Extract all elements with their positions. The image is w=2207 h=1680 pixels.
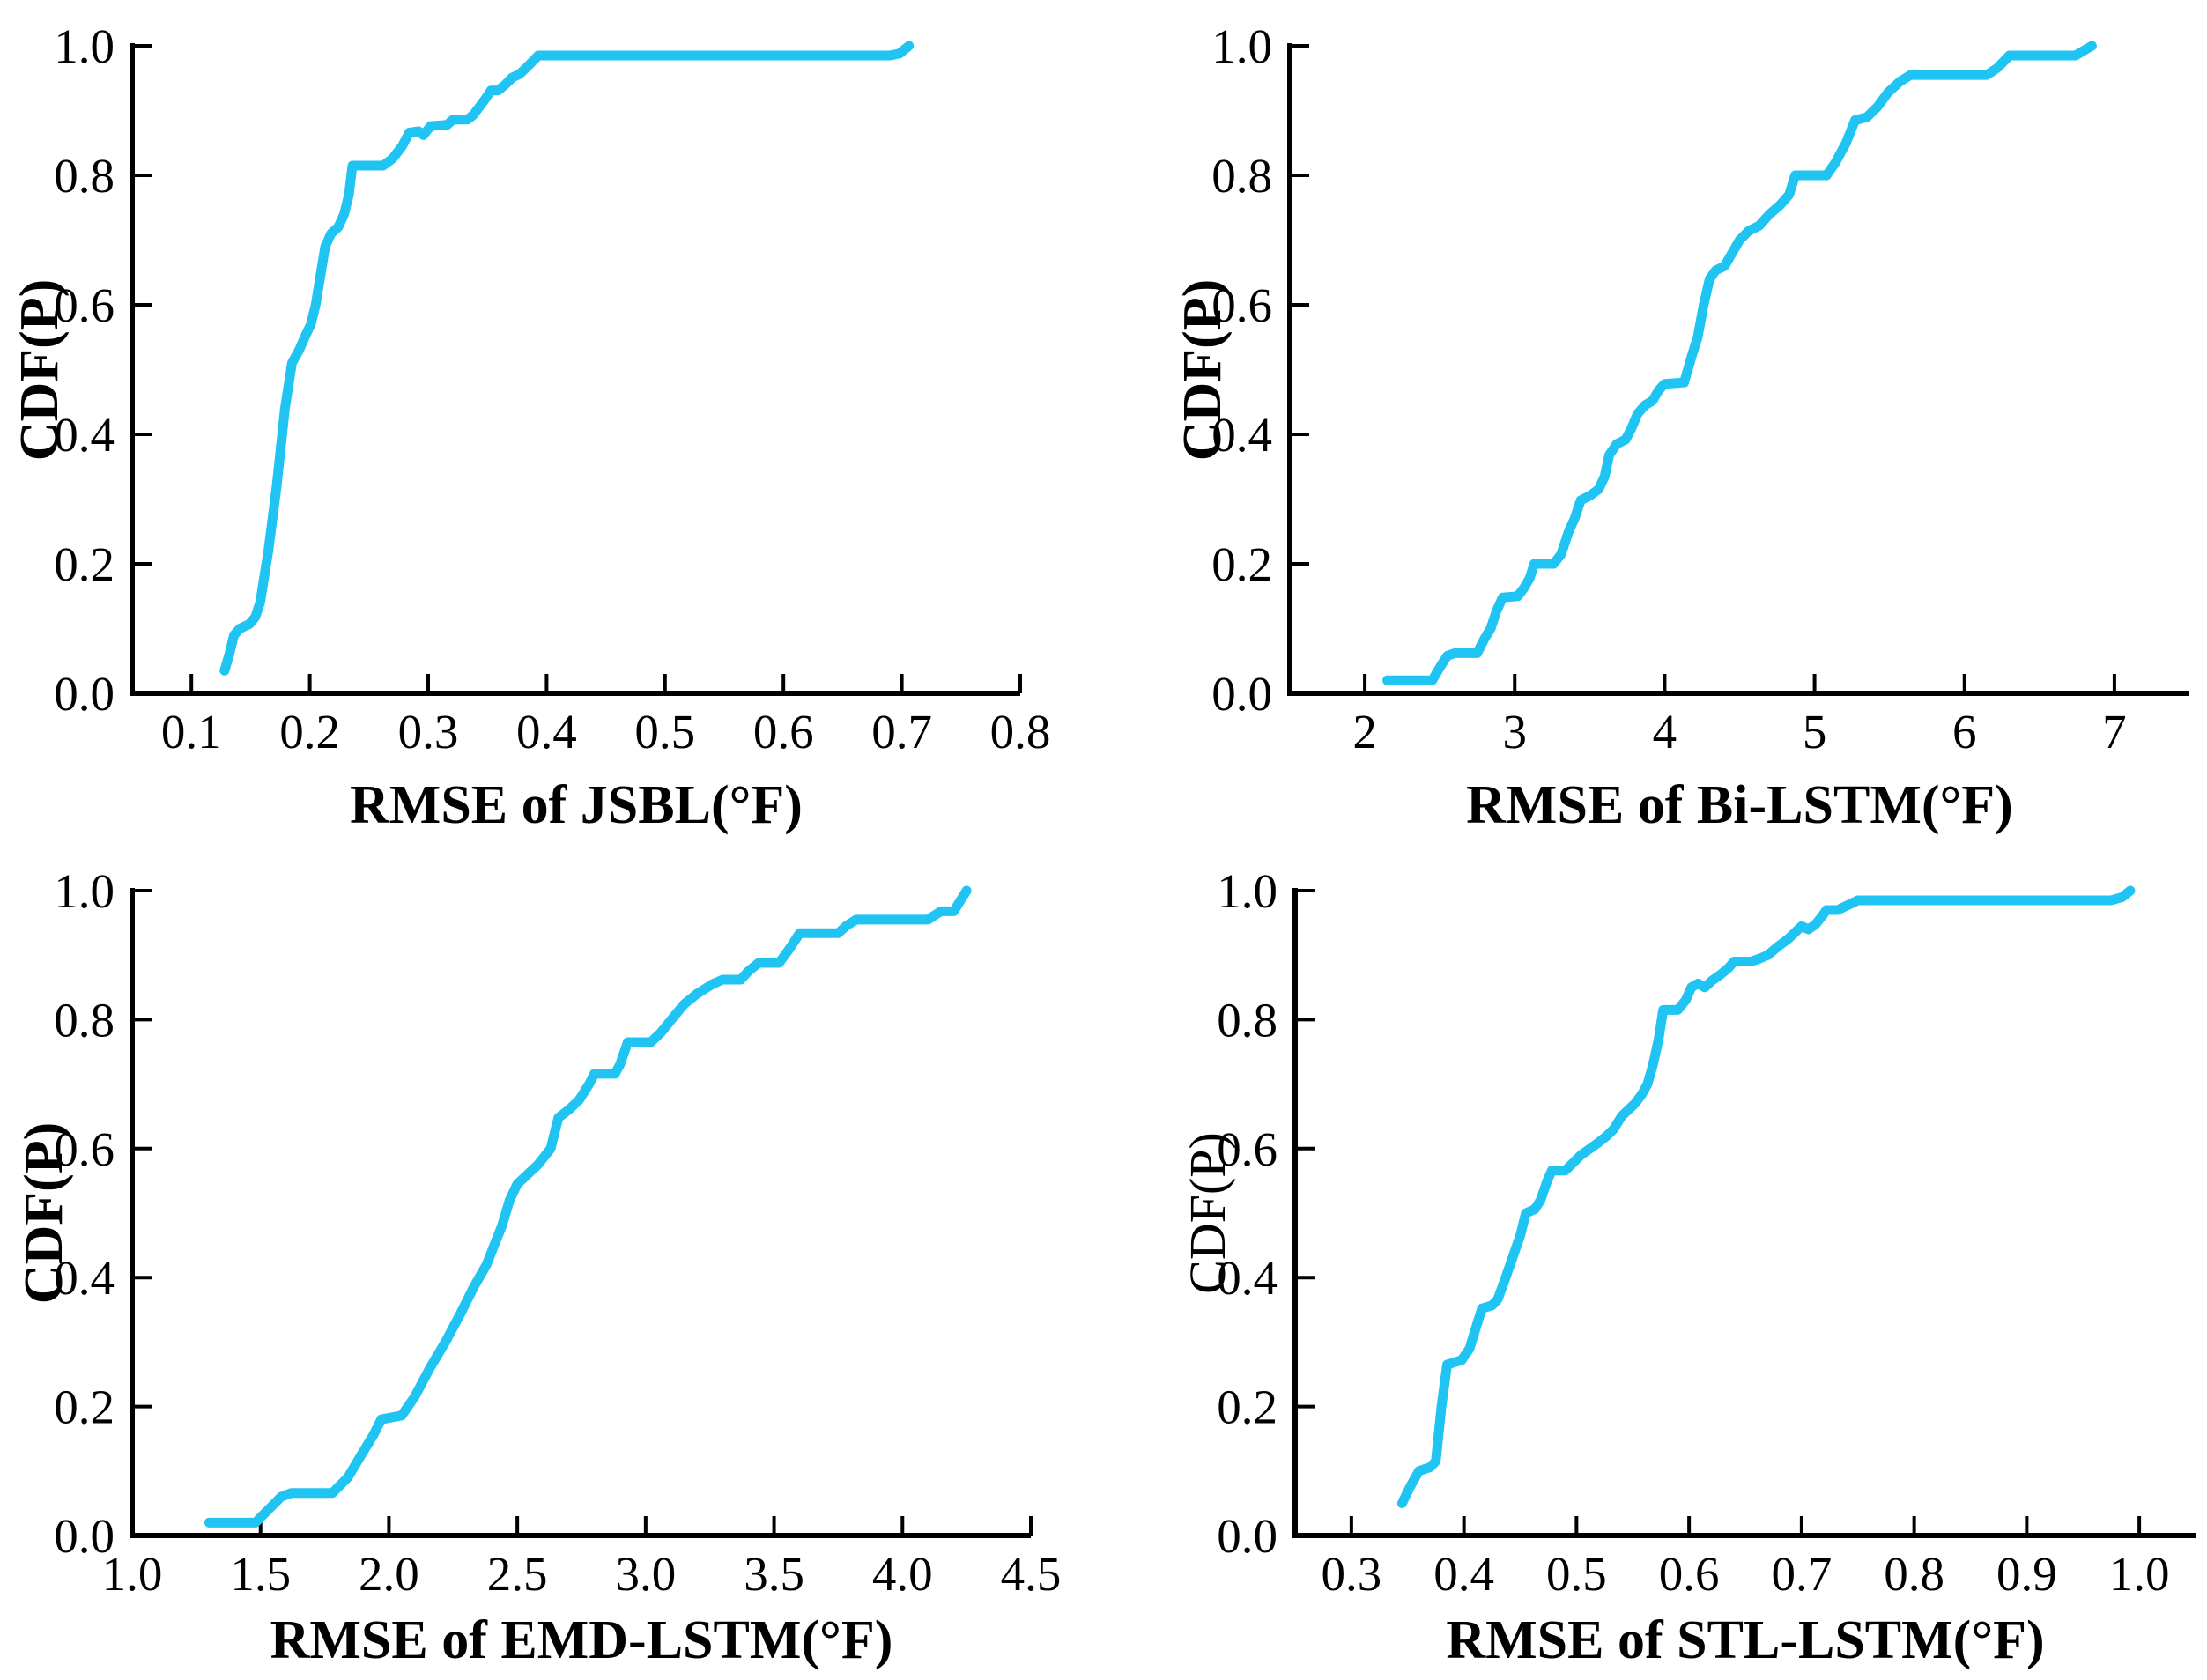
x-tick-label: 2.5 [487,1547,548,1601]
y-axis-title-emd-lstm: CDF(P) [14,1121,74,1305]
y-tick-label: 0.4 [54,1251,115,1305]
x-tick-label: 1.0 [2109,1547,2170,1601]
x-axis-title-jsbl: RMSE of JSBL(°F) [350,775,803,835]
cdf-curve [204,885,972,1528]
x-tick-label: 1.5 [230,1547,291,1601]
x-tick-label: 0.8 [1884,1547,1944,1601]
x-tick-label: 0.6 [1659,1547,1720,1601]
x-tick-label: 4 [1653,705,1677,759]
y-tick-label: 0.0 [54,1509,115,1563]
subplot-emd-lstm: 1.0 1.5 2.0 2.5 3.0 3.5 4.0 4.5 0.0 0.2 0.4 0.6 0.8 1… [0,840,1103,1680]
y-tick-label: 1.0 [54,864,115,918]
x-tick-label: 0.5 [634,705,695,759]
x-axis-title-bi-lstm: RMSE of Bi-LSTM(°F) [1466,775,2013,835]
cdf-curve [1382,41,2097,685]
x-tick-label: 0.4 [516,705,577,759]
x-tick-label: 2.0 [359,1547,419,1601]
cdf-plot-bi-lstm: 2 3 4 5 6 7 0.0 0.2 0.4 0.6 0.8 1.0 [1211,19,2189,759]
y-tick-label: 0.6 [54,1122,115,1176]
y-tick-label: 0.2 [1217,1380,1278,1434]
x-tick-label: 2 [1352,705,1377,759]
y-tick-label: 0.4 [54,408,115,462]
x-tick-label: 3 [1503,705,1528,759]
x-tick-label: 0.7 [1772,1547,1833,1601]
y-tick-label: 0.6 [1217,1122,1278,1176]
y-tick-label: 1.0 [1211,19,1272,73]
cdf-curve [219,41,915,676]
x-tick-label: 6 [1952,705,1977,759]
y-tick-label: 0.8 [1217,993,1278,1047]
x-tick-label: 0.9 [1996,1547,2057,1601]
x-tick-label: 3.0 [615,1547,676,1601]
cdf-plot-emd-lstm: 1.0 1.5 2.0 2.5 3.0 3.5 4.0 4.5 0.0 0.2 0.4 0.6 0.8 1… [54,864,1062,1601]
x-axis-title-stl-lstm: RMSE of STL-LSTM(°F) [1446,1610,2045,1670]
x-tick-label: 0.8 [990,705,1051,759]
y-tick-label: 0.8 [54,993,115,1047]
x-tick-label: 0.2 [279,705,340,759]
y-tick-label: 0.8 [1211,149,1272,203]
x-tick-label: 5 [1803,705,1827,759]
y-axis-title-jsbl: CDF(P) [10,278,70,461]
y-tick-label: 0.6 [54,278,115,332]
x-tick-label: 3.5 [744,1547,804,1601]
y-tick-label: 0.0 [1217,1509,1278,1563]
y-tick-label: 0.2 [54,1380,115,1434]
y-tick-label: 0.2 [54,537,115,591]
y-tick-label: 0.0 [1211,667,1272,721]
y-axis-title-stl-lstm: CDF(P) [1179,1132,1236,1294]
y-tick-label: 0.4 [1211,408,1272,462]
x-tick-label: 0.3 [398,705,459,759]
x-axis-title-emd-lstm: RMSE of EMD-LSTM(°F) [270,1610,893,1670]
y-tick-label: 0.0 [54,667,115,721]
x-tick-label: 0.5 [1546,1547,1607,1601]
y-tick-label: 1.0 [1217,864,1278,918]
y-tick-label: 0.2 [1211,537,1272,591]
subplot-bi-lstm: 2 3 4 5 6 7 0.0 0.2 0.4 0.6 0.8 1.0 RMSE of Bi-LSTM… [1104,0,2207,840]
x-tick-label: 7 [2102,705,2127,759]
y-tick-label: 0.4 [1217,1251,1278,1305]
x-tick-label: 0.6 [753,705,814,759]
x-tick-label: 4.0 [872,1547,933,1601]
x-tick-label: 4.5 [1001,1547,1062,1601]
x-tick-label: 0.4 [1433,1547,1494,1601]
x-tick-label: 1.0 [102,1547,163,1601]
subplot-stl-lstm: 0.3 0.4 0.5 0.6 0.7 0.8 0.9 1.0 0.0 0.2 0.4 0.6 0.8 1… [1104,840,2207,1680]
y-axis-title-bi-lstm: CDF(P) [1173,278,1233,461]
y-tick-label: 0.6 [1211,278,1272,332]
cdf-plot-stl-lstm: 0.3 0.4 0.5 0.6 0.7 0.8 0.9 1.0 0.0 0.2 0.4 0.6 0.8 1… [1217,864,2196,1601]
cdf-plot-jsbl: 0.1 0.2 0.3 0.4 0.5 0.6 0.7 0.8 0.0 0.2 0.4 0.6 0.8 1… [54,19,1051,759]
y-tick-label: 0.8 [54,149,115,203]
subplot-jsbl: 0.1 0.2 0.3 0.4 0.5 0.6 0.7 0.8 0.0 0.2 0.4 0.6 0.8 1… [0,0,1103,840]
cdf-curve [1396,885,2136,1508]
y-tick-label: 1.0 [54,19,115,73]
x-tick-label: 0.3 [1322,1547,1382,1601]
x-tick-label: 0.1 [161,705,222,759]
x-tick-label: 0.7 [871,705,932,759]
